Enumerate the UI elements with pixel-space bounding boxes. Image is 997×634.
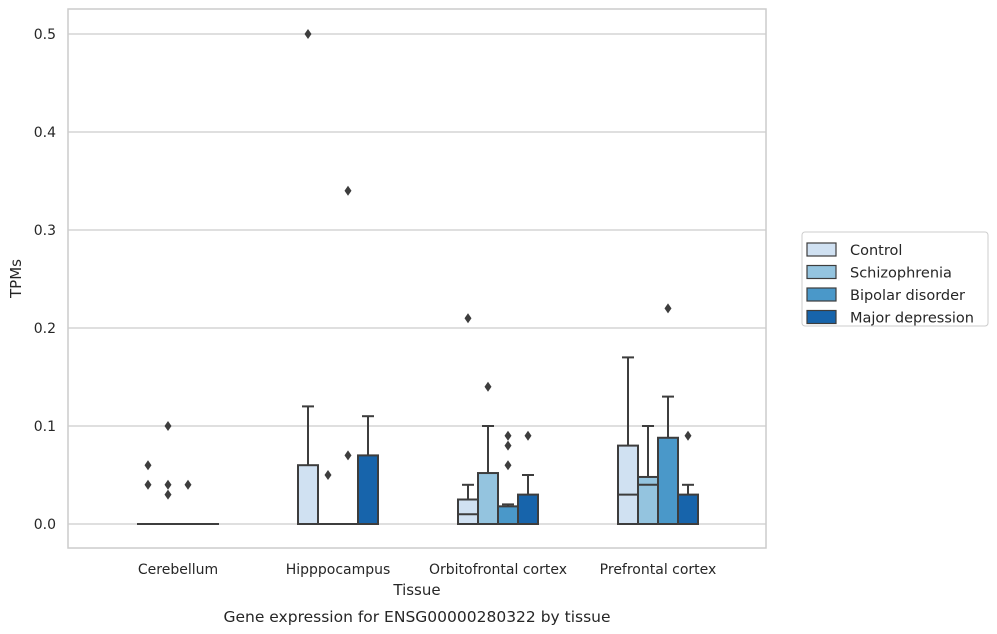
box: [477, 381, 499, 526]
outlier-point: [164, 421, 172, 431]
legend-swatch: [806, 309, 837, 325]
y-tick-label: 0.3: [34, 223, 56, 239]
y-axis-label: TPMs: [7, 259, 25, 299]
outlier-point: [524, 430, 532, 441]
legend-item: Bipolar disorder: [806, 287, 965, 304]
outlier-point: [164, 489, 172, 500]
outlier-point: [344, 450, 352, 461]
legend-label: Schizophrenia: [850, 266, 952, 282]
box: [497, 430, 519, 525]
outlier-point: [344, 185, 352, 196]
box: [157, 421, 179, 526]
y-axis-ticks: 0.0 0.1 0.2 0.3 0.4 0.5: [34, 27, 56, 533]
box: [137, 460, 159, 526]
legend-label: Major depression: [850, 311, 974, 327]
legend-item: Major depression: [806, 309, 974, 327]
box: [677, 430, 699, 526]
legend-swatch: [806, 242, 837, 257]
x-axis-ticks: Cerebellum Hipppocampus Orbitofrontal cort…: [138, 562, 716, 578]
box-series: [137, 29, 699, 526]
x-tick-label: Cerebellum: [138, 562, 218, 578]
legend-frame: [801, 231, 989, 327]
box: [357, 415, 379, 525]
legend-label: Bipolar disorder: [850, 288, 965, 304]
x-tick-label: Orbitofrontal cortex: [429, 562, 567, 578]
series-major-depression: [197, 415, 699, 526]
outlier-point: [304, 29, 312, 39]
legend: Control Schizophrenia Bipolar disorder Majo…: [801, 231, 989, 327]
box: [657, 303, 679, 526]
plot-frame: [67, 8, 767, 549]
x-axis-label: Tissue: [392, 581, 440, 599]
x-tick-label: Prefrontal cortex: [600, 562, 717, 578]
outlier-point: [464, 313, 472, 324]
box: [517, 430, 539, 526]
box: [177, 479, 199, 526]
box: [297, 29, 319, 526]
chart-caption: Gene expression for ENSG00000280322 by t…: [223, 608, 610, 626]
box: [337, 185, 359, 526]
box-body: [517, 493, 539, 526]
box-body: [677, 493, 699, 526]
series-bipolar-disorder: [177, 185, 679, 526]
x-tick-label: Hipppocampus: [286, 562, 391, 578]
y-tick-label: 0.5: [34, 27, 56, 43]
box-body: [657, 436, 679, 526]
outlier-point: [144, 460, 152, 471]
box-body: [497, 505, 519, 525]
series-schizophrenia: [157, 381, 659, 526]
y-tick-label: 0.0: [34, 517, 56, 533]
legend-item: Schizophrenia: [806, 264, 952, 282]
outlier-point: [324, 470, 332, 480]
outlier-point: [484, 381, 492, 392]
legend-swatch: [806, 287, 837, 302]
box-body: [477, 472, 499, 526]
box: [317, 470, 339, 526]
legend-swatch: [806, 264, 837, 280]
y-tick-label: 0.2: [34, 321, 56, 337]
outlier-point: [504, 430, 512, 441]
outlier-point: [664, 303, 672, 314]
legend-label: Control: [850, 243, 902, 259]
box-body: [617, 444, 639, 526]
outlier-point: [504, 460, 512, 471]
y-tick-label: 0.1: [34, 419, 56, 435]
outlier-point: [164, 479, 172, 490]
box-body: [297, 464, 319, 526]
legend-item: Control: [806, 242, 902, 259]
y-tick-label: 0.4: [34, 125, 56, 141]
outlier-point: [684, 430, 692, 441]
outlier-point: [144, 479, 152, 490]
outlier-point: [504, 440, 512, 451]
outlier-point: [184, 479, 192, 490]
box-body: [357, 454, 379, 525]
box-body: [457, 498, 479, 525]
